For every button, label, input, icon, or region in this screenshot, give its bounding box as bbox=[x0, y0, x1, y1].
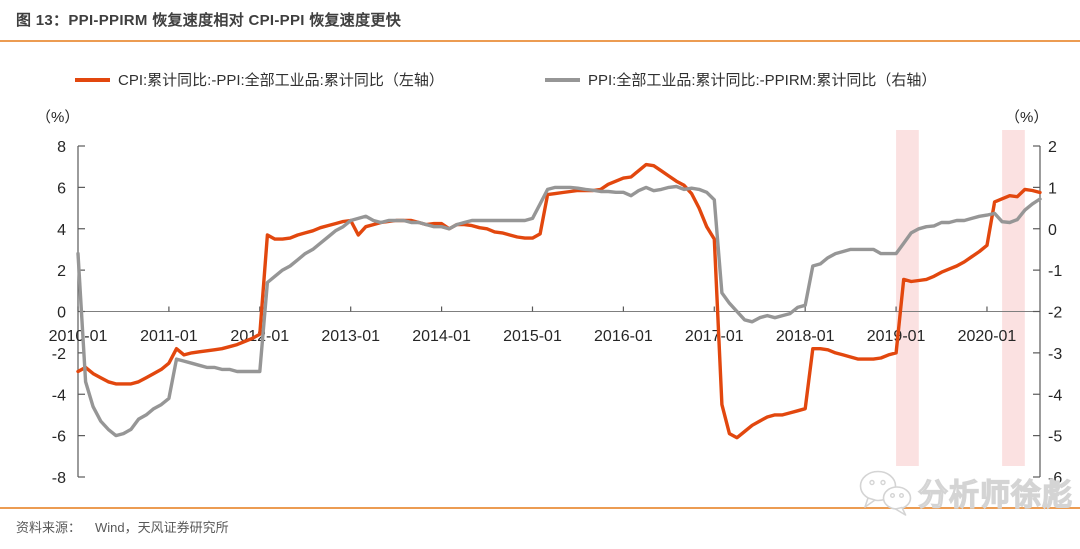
x-axis-tick-label: 2011-01 bbox=[140, 328, 198, 345]
x-axis-tick-label: 2014-01 bbox=[412, 328, 471, 345]
right-axis-tick-label: -6 bbox=[1048, 470, 1062, 487]
left-axis-tick-label: 4 bbox=[57, 222, 66, 239]
x-axis-tick-label: 2020-01 bbox=[958, 328, 1017, 345]
right-axis-tick-label: -1 bbox=[1048, 263, 1062, 280]
highlight-band bbox=[896, 130, 919, 466]
x-axis-tick-label: 2016-01 bbox=[594, 328, 653, 345]
left-axis-tick-label: 2 bbox=[57, 263, 66, 280]
x-axis-tick-label: 2013-01 bbox=[321, 328, 380, 345]
right-axis-tick-label: -2 bbox=[1048, 305, 1062, 322]
legend-swatch-gray bbox=[545, 77, 580, 82]
wechat-icon bbox=[859, 470, 912, 516]
watermark-text: 分析师徐彪 bbox=[917, 478, 1073, 512]
right-axis-unit-label: （%） bbox=[1005, 109, 1049, 126]
left-axis-unit-label: （%） bbox=[36, 109, 80, 126]
legend-item-ppi-ppirm: PPI:全部工业品:累计同比:-PPIRM:累计同比（右轴） bbox=[545, 69, 936, 90]
right-axis-tick-label: -4 bbox=[1048, 387, 1062, 404]
right-axis-tick-label: 0 bbox=[1048, 222, 1057, 239]
left-axis-tick-label: 6 bbox=[57, 180, 66, 197]
series-line-cpi-ppi bbox=[76, 162, 1042, 440]
x-axis-tick-label: 2017-01 bbox=[685, 328, 744, 345]
left-axis-tick-label: -2 bbox=[52, 346, 66, 363]
left-axis-tick-label: -6 bbox=[52, 429, 66, 446]
highlight-band bbox=[1002, 130, 1025, 466]
source-note: 资料来源： Wind，天风证券研究所 bbox=[16, 517, 229, 536]
legend-label-ppi-ppirm: PPI:全部工业品:累计同比:-PPIRM:累计同比（右轴） bbox=[588, 72, 937, 89]
left-axis-tick-label: 8 bbox=[57, 139, 66, 156]
x-axis-tick-label: 2010-01 bbox=[49, 328, 108, 345]
series-line-ppi-ppirm bbox=[76, 184, 1042, 438]
source-text: Wind，天风证券研究所 bbox=[95, 520, 229, 535]
right-axis-tick-label: -5 bbox=[1048, 429, 1062, 446]
source-label: 资料来源： bbox=[16, 520, 82, 535]
legend-swatch-red bbox=[75, 77, 110, 82]
left-axis-tick-label: 0 bbox=[57, 305, 66, 322]
figure-title: 图 13：PPI-PPIRM 恢复速度相对 CPI-PPI 恢复速度更快 bbox=[16, 12, 402, 29]
legend-item-cpi-ppi: CPI:累计同比:-PPI:全部工业品:累计同比（左轴） bbox=[75, 69, 444, 90]
legend-label-cpi-ppi: CPI:累计同比:-PPI:全部工业品:累计同比（左轴） bbox=[118, 72, 444, 89]
footer-divider-rule bbox=[0, 507, 1080, 509]
x-axis-tick-label: 2018-01 bbox=[776, 328, 835, 345]
right-axis-tick-label: 2 bbox=[1048, 139, 1057, 156]
right-axis-tick-label: 1 bbox=[1048, 180, 1057, 197]
x-axis-tick-label: 2015-01 bbox=[503, 328, 562, 345]
left-axis-tick-label: -4 bbox=[52, 387, 66, 404]
analyst-watermark: 分析师徐彪 bbox=[856, 466, 1073, 518]
title-divider-rule bbox=[0, 40, 1080, 42]
right-axis-tick-label: -3 bbox=[1048, 346, 1062, 363]
left-axis-tick-label: -8 bbox=[52, 470, 66, 487]
